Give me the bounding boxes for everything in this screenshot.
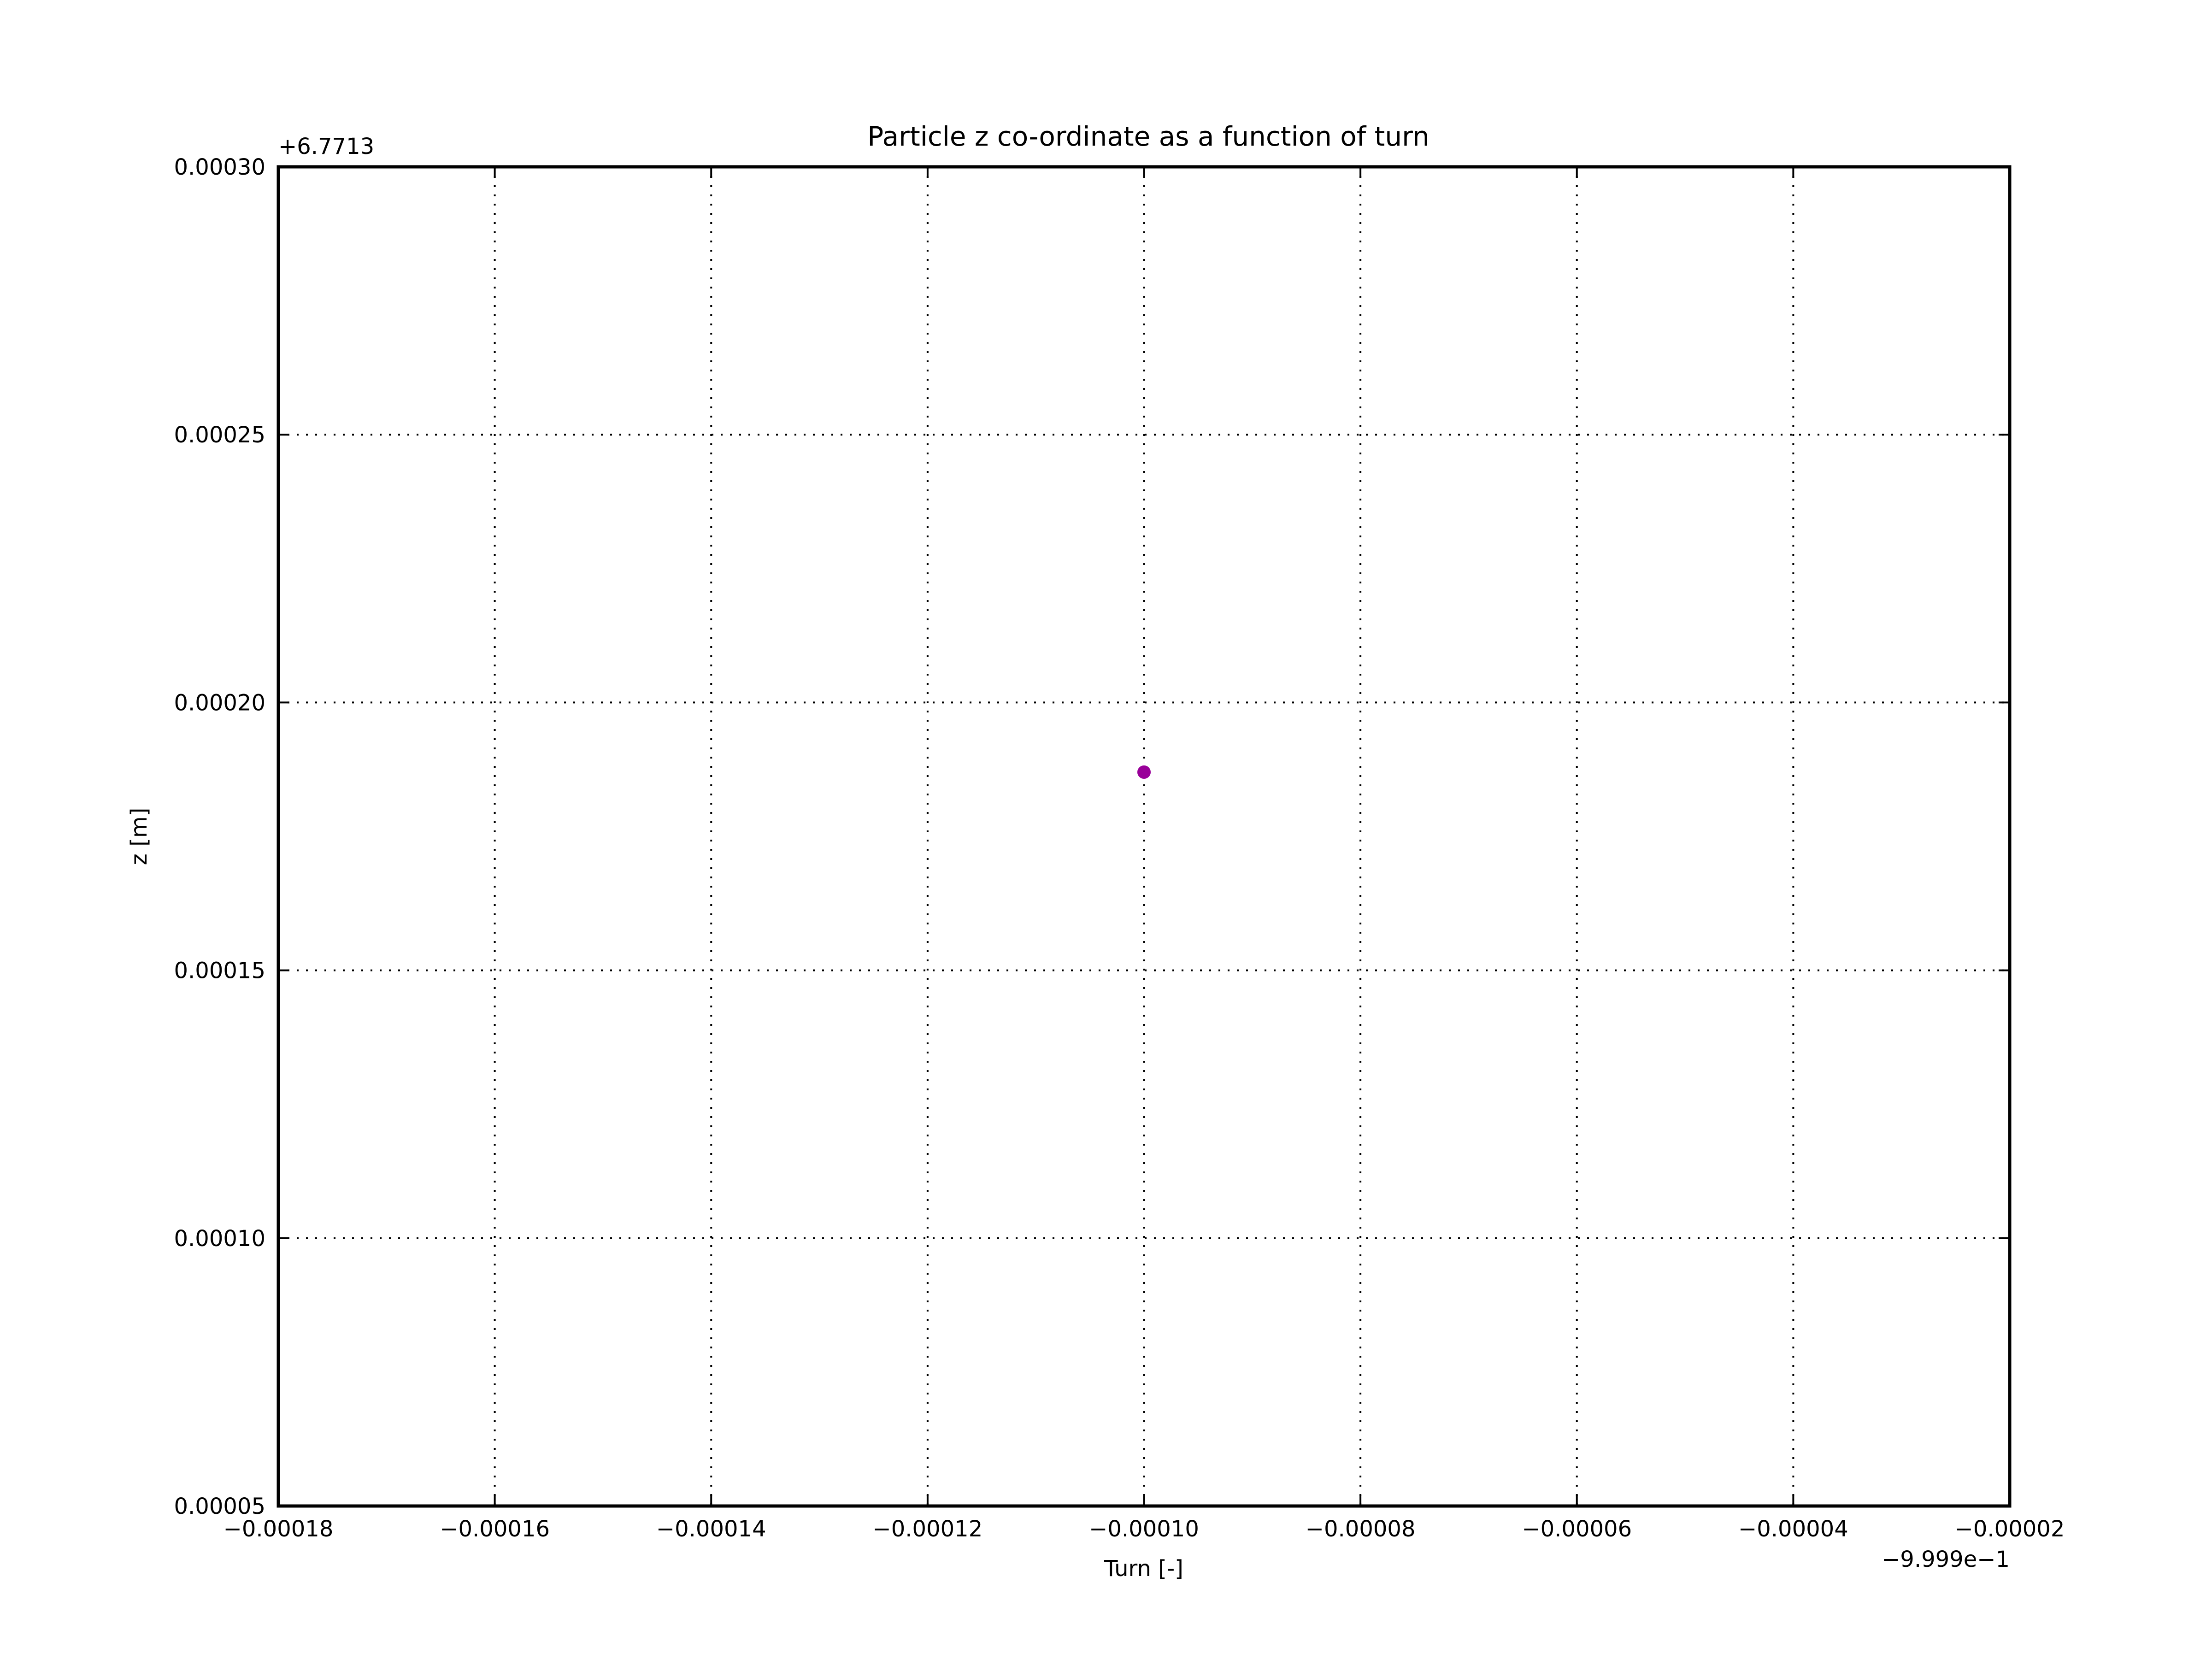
grid: [278, 167, 2010, 1506]
data-points: [1137, 765, 1151, 779]
x-tick-label: −0.00016: [440, 1516, 550, 1542]
x-tick-label: −0.00014: [656, 1516, 766, 1542]
x-tick-label: −0.00002: [1955, 1516, 2065, 1542]
chart-title: Particle z co-ordinate as a function of …: [867, 121, 1429, 152]
x-tick-label: −0.00008: [1306, 1516, 1416, 1542]
y-offset-label: +6.7713: [278, 134, 374, 159]
x-offset-label: −9.999e−1: [1882, 1547, 2010, 1572]
y-axis-label: z [m]: [126, 808, 152, 865]
y-tick-label: 0.00005: [174, 1494, 266, 1519]
y-tick-labels: 0.00005 0.00010 0.00015 0.00020 0.00025 0.000…: [174, 154, 266, 1519]
x-tick-label: −0.00004: [1738, 1516, 1848, 1542]
y-tick-label: 0.00015: [174, 958, 266, 984]
x-tick-label: −0.00006: [1522, 1516, 1632, 1542]
y-tick-label: 0.00030: [174, 154, 266, 180]
x-tick-labels: −0.00018 −0.00016 −0.00014 −0.00012 −0.00010…: [224, 1516, 2065, 1542]
y-tick-label: 0.00020: [174, 690, 266, 716]
x-axis-label: Turn [-]: [1104, 1556, 1183, 1582]
data-point: [1137, 765, 1151, 779]
y-tick-label: 0.00010: [174, 1226, 266, 1252]
y-tick-label: 0.00025: [174, 422, 266, 448]
plot-frame: [276, 165, 2012, 1508]
x-tick-label: −0.00010: [1089, 1516, 1199, 1542]
x-tick-label: −0.00018: [224, 1516, 334, 1542]
ticks: [277, 166, 2011, 1507]
x-tick-label: −0.00012: [873, 1516, 983, 1542]
